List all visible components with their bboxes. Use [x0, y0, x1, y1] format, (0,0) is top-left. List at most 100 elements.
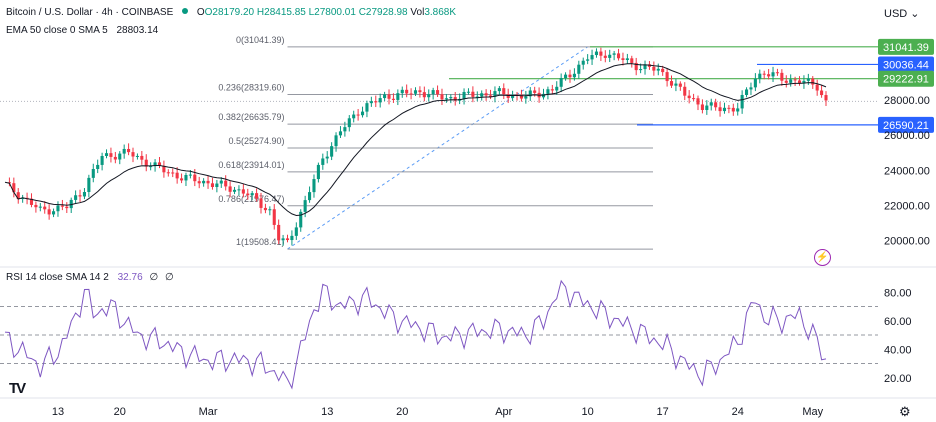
candle-body [334, 135, 338, 147]
candle-body [431, 90, 435, 95]
ema-label: EMA 50 close 0 SMA 5 [6, 25, 108, 36]
candle-body [175, 172, 179, 179]
gear-icon[interactable]: ⚙ [899, 404, 911, 419]
candle-body [360, 111, 365, 116]
candle-body [166, 172, 170, 174]
candle-body [400, 89, 404, 94]
candle-body [621, 58, 625, 61]
currency-label: USD [884, 8, 908, 20]
candle-body [731, 107, 735, 112]
candle-body [594, 51, 599, 56]
rsi-legend[interactable]: RSI 14 close SMA 14 2 32.76 ∅ ∅ [6, 272, 174, 283]
candle-body [259, 198, 263, 208]
candle-body [312, 179, 316, 193]
ema-value: 28803.14 [116, 25, 159, 36]
rsi-empty-1: ∅ [149, 272, 159, 283]
ohlc-open: O28179.20 [204, 7, 255, 18]
ema-50-line [4, 63, 827, 217]
candle-body [69, 199, 73, 209]
candle-body [696, 98, 700, 105]
level-badge-label: 29222.91 [883, 74, 929, 86]
candle-body [365, 103, 369, 112]
candle-body [661, 68, 665, 73]
candle-body [753, 78, 757, 88]
candle-body [418, 90, 422, 93]
candle-body [652, 66, 656, 71]
rsi-pane: 20.00 40.00 60.00 80.00 [0, 279, 912, 390]
candle-body [65, 206, 69, 209]
candle-body [409, 93, 413, 95]
lightning-icon[interactable]: ⚡ [814, 249, 831, 266]
candle-body [488, 95, 493, 97]
candle-body [762, 73, 766, 75]
currency-selector[interactable]: USD ⌄ [884, 7, 920, 20]
candle-body [60, 205, 64, 207]
candle-body [811, 78, 815, 85]
fib-level-label: 0.5(25274.90) [228, 136, 284, 146]
candle-body [352, 114, 356, 119]
chart-grid [0, 266, 936, 399]
candle-body [453, 97, 457, 101]
candle-body [678, 83, 682, 87]
candle-body [630, 58, 634, 63]
ohlc-high: H28415.85 [256, 7, 306, 18]
tradingview-logo[interactable]: TV [9, 380, 26, 397]
candle-body [709, 102, 713, 106]
candle-body [325, 156, 329, 159]
fib-level-label: 0(31041.39) [236, 35, 285, 45]
symbol-title[interactable]: Bitcoin / U.S. Dollar · 4h · COINBASE [6, 7, 174, 18]
time-axis[interactable]: 13 20 Mar 13 20 Apr 10 17 24 May [52, 406, 824, 418]
candle-body [232, 189, 237, 192]
level-badge [878, 116, 934, 133]
candle-body [577, 64, 581, 74]
candle-body [820, 90, 824, 96]
candle-body [612, 53, 616, 55]
candle-body [718, 107, 722, 112]
candle-body [745, 89, 749, 95]
candle-body [330, 146, 334, 157]
fibonacci-retracement: 0(31041.39) 0.236(28319.60) 0.382(26635.79… [218, 35, 653, 250]
ema-legend[interactable]: EMA 50 close 0 SMA 5 28803.14 [6, 25, 158, 36]
candle-body [356, 114, 360, 116]
candle-body [705, 105, 709, 110]
candle-body [714, 102, 718, 108]
candle-body [277, 224, 281, 241]
candle-body [634, 62, 638, 71]
candle-body [462, 91, 466, 99]
candle-body [38, 206, 42, 208]
candle-body [568, 74, 572, 78]
time-tick-label: 20 [114, 406, 126, 418]
candle-body [767, 74, 771, 77]
candle-body [687, 95, 691, 99]
rsi-line [4, 279, 827, 390]
candle-body [480, 93, 484, 97]
rsi-value: 32.76 [117, 272, 143, 283]
candle-body [193, 174, 197, 182]
candle-body [87, 177, 91, 193]
candle-body [784, 80, 788, 83]
candle-body [603, 55, 607, 58]
level-badge-label: 30036.44 [883, 59, 929, 71]
candle-body [771, 72, 775, 77]
candle-body [669, 81, 674, 86]
candle-body [727, 107, 731, 109]
candle-body [802, 80, 806, 84]
candle-body [625, 58, 629, 61]
candle-body [52, 211, 56, 215]
candle-body [590, 55, 594, 60]
candle-body [555, 86, 559, 91]
candle-body [131, 152, 135, 157]
candle-body [162, 165, 166, 173]
fib-level-label: 0.618(23914.01) [218, 160, 284, 170]
price-axis[interactable]: 20000.00 22000.00 24000.00 26000.00 28000.00 [884, 95, 930, 247]
ohlc-low: L27800.01 [308, 7, 356, 18]
candle-body [608, 54, 612, 58]
candle-body [303, 200, 307, 212]
candle-body [656, 68, 660, 71]
candle-body [475, 96, 479, 98]
candle-body [285, 238, 290, 241]
candle-body [74, 195, 78, 200]
candle-body [96, 164, 100, 170]
candle-body [413, 90, 418, 94]
